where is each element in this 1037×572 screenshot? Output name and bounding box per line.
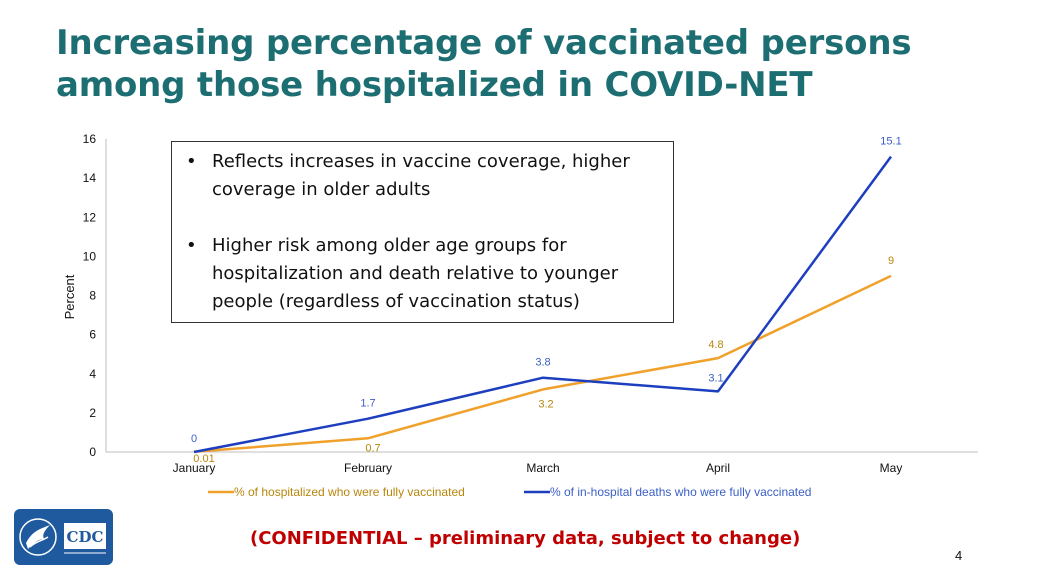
confidential-note: (CONFIDENTIAL – preliminary data, subjec… <box>250 528 801 549</box>
y-tick-label: 10 <box>83 249 97 263</box>
svg-text:CDC: CDC <box>67 528 104 546</box>
y-tick-label: 4 <box>89 367 96 381</box>
callout-box: Reflects increases in vaccine coverage, … <box>171 141 674 323</box>
data-label: 0.7 <box>365 442 380 454</box>
y-tick-labels: 0 2 4 6 8 10 12 14 16 <box>83 132 97 459</box>
y-tick-label: 8 <box>89 289 96 303</box>
data-label: 3.1 <box>708 372 723 384</box>
data-label: 3.2 <box>538 398 553 410</box>
slide-title: Increasing percentage of vaccinated pers… <box>56 22 1016 106</box>
data-label: 0 <box>191 433 197 445</box>
y-axis-label: Percent <box>62 274 77 319</box>
y-tick-label: 16 <box>83 132 97 146</box>
data-label: 1.7 <box>360 398 375 410</box>
bullet-list: Reflects increases in vaccine coverage, … <box>182 148 663 316</box>
x-category-label: March <box>526 461 559 475</box>
data-labels: 0.01 0.7 3.2 4.8 9 0 1.7 3.8 3.1 15.1 <box>191 136 902 465</box>
bullet-item: Higher risk among older age groups for h… <box>182 232 663 316</box>
legend-label: % of in-hospital deaths who were fully v… <box>550 485 811 499</box>
series-lines <box>193 155 893 454</box>
data-label: 3.8 <box>535 357 550 369</box>
cdc-logo: CDC <box>14 509 113 565</box>
legend-label: % of hospitalized who were fully vaccina… <box>234 485 465 499</box>
page-number: 4 <box>955 548 963 563</box>
series-line-1 <box>193 274 892 454</box>
y-tick-label: 0 <box>89 445 96 459</box>
slide-title-line-1: Increasing percentage of vaccinated pers… <box>56 23 912 63</box>
bullet-item: Reflects increases in vaccine coverage, … <box>182 148 663 204</box>
hhs-eagle-icon: CDC <box>19 518 106 556</box>
series-line-2 <box>193 155 893 454</box>
y-tick-label: 6 <box>89 328 96 342</box>
y-tick-label: 14 <box>83 171 97 185</box>
y-tick-label: 2 <box>89 406 96 420</box>
y-tick-label: 12 <box>83 210 97 224</box>
data-label: 0.01 <box>193 453 214 465</box>
x-category-label: May <box>880 461 903 475</box>
data-label: 15.1 <box>880 136 901 148</box>
slide-title-line-2: among those hospitalized in COVID-NET <box>56 65 813 105</box>
x-category-label: January <box>173 461 216 475</box>
chart-legend: % of hospitalized who were fully vaccina… <box>208 485 811 499</box>
data-label: 4.8 <box>708 339 723 351</box>
data-label: 9 <box>888 255 894 267</box>
x-category-label: February <box>344 461 392 475</box>
x-category-labels: January February March April May <box>173 461 903 475</box>
x-category-label: April <box>706 461 730 475</box>
chart-axes <box>105 139 978 453</box>
